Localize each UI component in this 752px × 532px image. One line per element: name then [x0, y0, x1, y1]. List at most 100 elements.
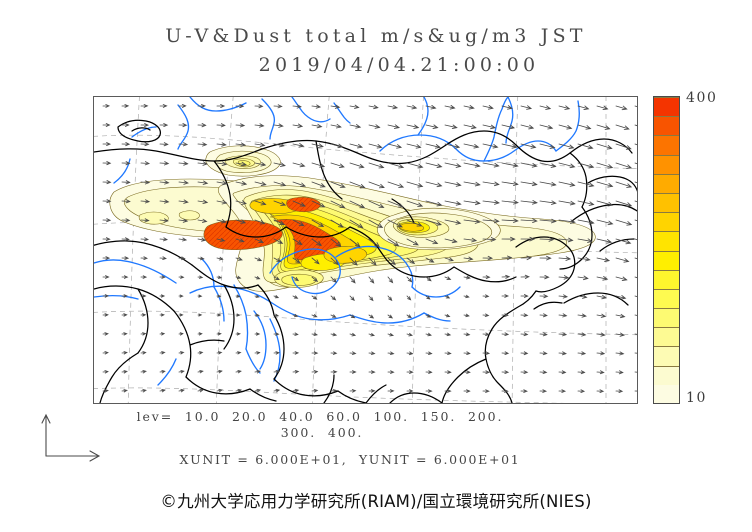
wind-vector	[634, 314, 637, 316]
wind-vector	[482, 294, 490, 298]
wind-vector	[121, 123, 130, 127]
unit-scale-line: XUNIT = 6.000E+01, YUNIT = 6.000E+01	[179, 452, 521, 467]
wind-vector	[235, 369, 242, 374]
wind-vector	[387, 143, 403, 149]
wind-vector	[577, 181, 595, 188]
wind-vector	[140, 123, 150, 128]
wind-vector	[140, 313, 147, 317]
wind-vector	[254, 219, 266, 225]
wind-vector	[254, 200, 267, 206]
wind-vector	[482, 200, 500, 205]
wind-vector	[159, 275, 166, 279]
map-canvas	[94, 97, 637, 403]
wind-vector	[634, 295, 637, 297]
wind-vector	[463, 105, 475, 110]
wind-vector	[368, 162, 385, 169]
wind-vector	[406, 370, 414, 374]
wind-vector	[425, 219, 442, 226]
wind-vector	[596, 313, 607, 318]
wind-vector	[273, 388, 281, 393]
wind-vector	[368, 295, 374, 302]
wind-vector	[349, 295, 355, 302]
wind-vector	[368, 104, 379, 110]
wind-vector	[615, 276, 628, 282]
wind-vector	[425, 314, 432, 318]
wind-vector	[501, 162, 519, 168]
wind-vector	[330, 181, 346, 188]
wind-vector	[216, 388, 224, 393]
wind-vector	[140, 332, 147, 336]
wind-vector	[558, 294, 569, 299]
wind-vector	[197, 199, 209, 205]
wind-vector	[501, 313, 509, 318]
wind-vector	[273, 142, 285, 148]
wind-vector	[463, 200, 481, 206]
wind-vector	[102, 256, 111, 260]
wind-vector	[577, 313, 587, 318]
wind-vector	[444, 257, 454, 262]
colorbar-band-3	[654, 327, 679, 347]
wind-vector	[292, 181, 307, 188]
wind-vector	[292, 104, 302, 109]
wind-vector	[102, 313, 109, 317]
wind-vector	[254, 313, 260, 317]
wind-vector	[406, 162, 424, 169]
wind-vector	[520, 162, 538, 168]
wind-vector	[558, 351, 567, 356]
wind-vector	[311, 351, 319, 355]
wind-vector	[425, 332, 432, 337]
wind-vector	[596, 162, 614, 169]
wind-vector	[558, 313, 568, 318]
wind-vector	[558, 162, 576, 169]
colorbar-max-label: 400	[686, 90, 718, 106]
wind-vector	[501, 294, 510, 298]
wind-vector	[387, 370, 395, 374]
wind-vector	[254, 161, 267, 167]
wind-vector	[121, 389, 128, 393]
wind-vector	[444, 200, 462, 206]
wind-vector	[425, 370, 433, 374]
wind-vector	[254, 238, 264, 243]
wind-vector	[102, 142, 112, 147]
wind-vector	[558, 237, 574, 243]
wind-vector	[102, 218, 112, 223]
wind-vector	[634, 371, 637, 373]
wind-vector	[368, 314, 375, 319]
wind-vector	[292, 143, 305, 148]
wind-vector	[349, 124, 362, 129]
wind-vector	[235, 313, 241, 317]
wind-vector	[520, 105, 533, 110]
wind-vector	[444, 351, 452, 356]
wind-vector	[140, 294, 147, 298]
wind-vector	[615, 238, 632, 245]
wind-vector	[273, 123, 284, 128]
wind-vector	[216, 219, 227, 224]
wind-vector	[216, 104, 226, 109]
wind-vector	[634, 276, 637, 279]
chart-title: U-V&Dust total m/s&ug/m3 JST	[165, 25, 587, 47]
wind-vector	[273, 369, 281, 374]
colorbar-band-0	[654, 384, 679, 403]
wind-vector-field	[102, 103, 637, 394]
wind-vector	[102, 237, 111, 242]
wind-vector	[501, 351, 510, 356]
wind-vector	[596, 181, 614, 188]
wind-vector	[121, 161, 131, 166]
wind-vector	[349, 314, 356, 319]
wind-vector	[444, 219, 462, 225]
wind-vector	[406, 124, 420, 129]
wind-vector	[292, 200, 306, 207]
wind-vector	[577, 162, 595, 169]
wind-vector	[121, 351, 128, 355]
wind-vector	[615, 162, 633, 169]
wind-vector	[615, 124, 630, 130]
wind-vector	[596, 238, 613, 244]
wind-vector	[216, 351, 223, 355]
wind-vector	[311, 200, 326, 208]
wind-vector	[273, 104, 283, 109]
wind-vector	[615, 389, 624, 394]
colorbar-band-15	[654, 97, 679, 117]
wind-vector	[216, 369, 223, 374]
wind-vector	[387, 295, 393, 302]
wind-vector	[463, 389, 471, 393]
